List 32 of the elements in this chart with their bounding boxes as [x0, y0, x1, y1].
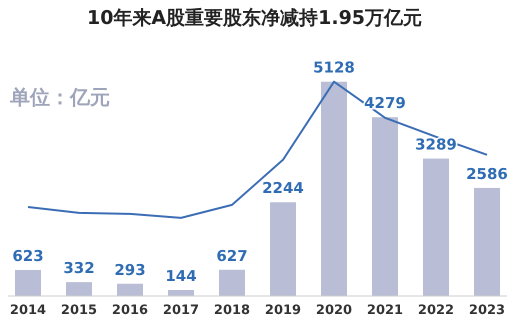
annotation: 单位：亿元	[9, 85, 110, 109]
bar	[66, 282, 92, 296]
data-label: 144	[165, 266, 197, 285]
data-label: 4279	[364, 94, 406, 112]
bar	[423, 158, 449, 296]
data-label: 627	[216, 246, 248, 265]
data-label: 5128	[313, 58, 355, 77]
bar	[270, 202, 296, 296]
data-label: 293	[114, 260, 146, 279]
bar	[321, 82, 347, 296]
x-tick-label: 2014	[10, 303, 46, 318]
bar	[117, 284, 143, 296]
bar	[219, 270, 245, 296]
bar	[168, 290, 194, 296]
x-tick-label: 2016	[112, 303, 148, 318]
x-tick-label: 2020	[316, 303, 352, 318]
chart-title: 10年来A股重要股东净减持1.95万亿元	[86, 7, 422, 29]
x-tick-label: 2021	[366, 303, 404, 318]
bar	[372, 117, 398, 296]
x-tick-label: 2015	[60, 303, 98, 318]
x-tick-label: 2017	[162, 303, 200, 318]
x-tick-label: 2022	[418, 303, 454, 318]
x-tick-label: 2018	[214, 303, 250, 318]
data-label: 2244	[262, 179, 304, 198]
x-tick-label: 2019	[264, 303, 302, 318]
bar	[15, 270, 41, 296]
data-label: 2586	[466, 164, 508, 183]
data-label: 332	[63, 259, 95, 278]
bar	[474, 188, 500, 296]
data-label: 623	[12, 246, 44, 265]
x-tick-label: 2023	[468, 303, 506, 318]
data-label: 3289	[415, 136, 457, 154]
